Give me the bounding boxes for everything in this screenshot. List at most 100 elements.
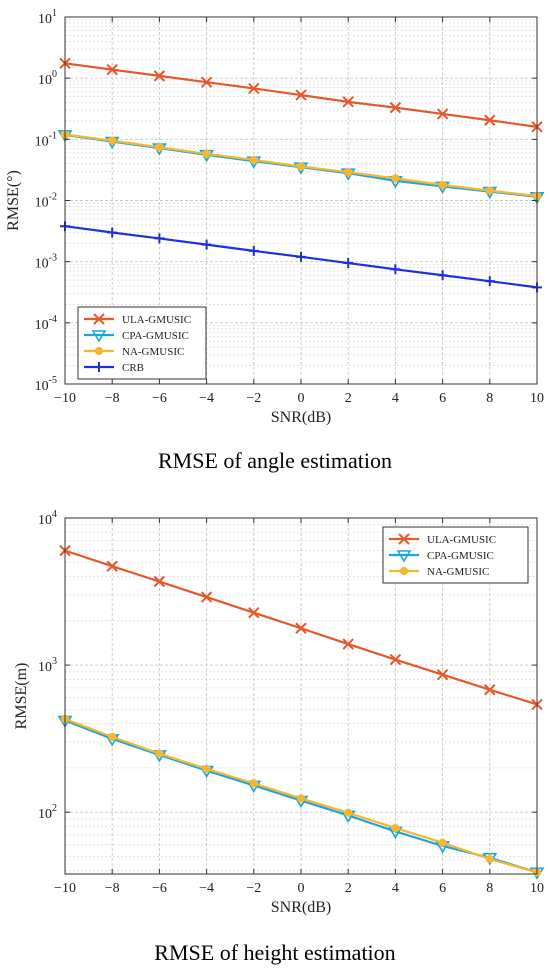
x-tick-label: −2 [246,881,261,896]
x-tick-label: −8 [105,881,120,896]
legend-marker [94,346,104,356]
x-tick-label: 8 [486,391,493,406]
data-point [154,233,165,244]
data-point [484,684,496,696]
legend-marker [94,362,104,372]
data-point [248,82,260,95]
data-point [296,251,306,262]
data-point [200,76,213,88]
x-tick-label: −10 [54,881,76,896]
x-tick-label: −8 [105,391,120,406]
data-point [153,70,166,82]
legend: ULA-GMUSIC CPA-GMUSIC NA-GMUSIC [382,526,529,584]
angle-rmse-figure: −10 −8 −6 −4 −2 0 2 4 6 8 10 10-5 10-4 10-3 10-2 10-1 10… [0,0,550,480]
y-axis-label: RMSE(m) [13,663,30,730]
angle-rmse-chart: −10 −8 −6 −4 −2 0 2 4 6 8 10 10-5 10-4 10-3 10-2 10-1 10… [5,8,545,426]
x-axis-label: SNR(dB) [271,409,331,426]
x-tick-label: −4 [199,391,214,406]
data-point [201,239,212,250]
data-point [485,854,494,864]
x-tick-label: −4 [199,881,214,896]
legend-label: ULA-GMUSIC [427,534,496,546]
data-point [484,114,496,126]
y-tick-label: 104 [38,509,57,528]
data-point [390,264,401,275]
height-rmse-figure: −10 −8 −6 −4 −2 0 2 4 6 8 10 102 103 104 SNR(dB) RMSE(m… [0,490,550,969]
series-ula-gmusic [59,57,543,133]
x-tick-label: 10 [530,881,544,896]
y-tick-label: 10-2 [35,192,57,211]
height-rmse-chart: −10 −8 −6 −4 −2 0 2 4 6 8 10 102 103 104 SNR(dB) RMSE(m… [13,509,545,916]
x-tick-label: −2 [246,391,261,406]
data-point [202,149,211,158]
data-point [389,101,402,114]
y-tick-label: 10-4 [35,314,57,333]
data-point [153,575,166,588]
x-tick-label: 2 [345,881,352,896]
y-axis-label: RMSE(°) [5,170,22,231]
data-point [296,794,306,803]
legend-marker [398,533,410,545]
x-tick-label: 4 [392,881,399,896]
x-tick-label: 0 [298,391,305,406]
data-point [436,669,449,681]
x-tick-label: −6 [152,881,167,896]
data-point [437,270,448,281]
legend: ULA-GMUSIC CPA-GMUSIC NA-GMUSIC CRB [77,306,207,380]
x-tick-label: −6 [152,391,167,406]
series-crb [60,221,542,293]
data-point [342,96,354,108]
data-point [344,808,353,817]
data-point [106,560,118,572]
y-tick-label: 10-3 [35,253,57,272]
data-point [343,258,354,269]
data-point [295,89,307,101]
data-point [248,607,260,619]
legend-label: NA-GMUSIC [427,566,489,578]
data-point [391,823,400,833]
data-point [202,764,211,773]
data-point [108,732,117,741]
x-axis-label: SNR(dB) [271,899,331,916]
legend-marker [396,550,412,563]
x-tick-label: 10 [530,391,544,406]
data-point [249,155,258,165]
x-tick-label: 4 [392,391,399,406]
x-tick-label: −10 [54,391,76,406]
height-caption: RMSE of height estimation [154,940,396,965]
y-tick-label: 103 [38,656,57,675]
data-point [485,186,494,195]
legend-label: NA-GMUSIC [122,346,184,358]
data-point [106,63,118,76]
y-tick-label: 100 [38,69,57,88]
data-point [296,162,306,171]
x-tick-label: 2 [345,391,352,406]
legend-marker [399,566,409,576]
legend-label: CRB [122,362,144,374]
angle-caption: RMSE of angle estimation [157,448,393,473]
series-na-gmusic [60,130,542,201]
legend-label: CPA-GMUSIC [427,550,494,562]
data-point [436,108,449,120]
legend-marker [91,330,107,343]
legend-label: CPA-GMUSIC [122,330,189,342]
legend-label: ULA-GMUSIC [122,314,191,326]
y-tick-label: 10-5 [35,375,57,394]
data-point [389,653,402,666]
legend-marker [93,313,105,325]
y-tick-label: 101 [38,8,57,27]
data-point [438,838,447,847]
data-point [342,638,354,650]
data-point [107,227,118,238]
x-tick-label: 8 [486,881,493,896]
data-point [295,622,307,634]
data-point [155,143,164,152]
data-point [344,168,353,177]
data-point [108,136,117,145]
y-tick-label: 102 [38,803,57,822]
y-tick-label: 10-1 [35,130,57,149]
data-point [438,180,447,189]
data-point [155,749,164,758]
data-point [484,276,495,287]
data-point [249,779,258,788]
